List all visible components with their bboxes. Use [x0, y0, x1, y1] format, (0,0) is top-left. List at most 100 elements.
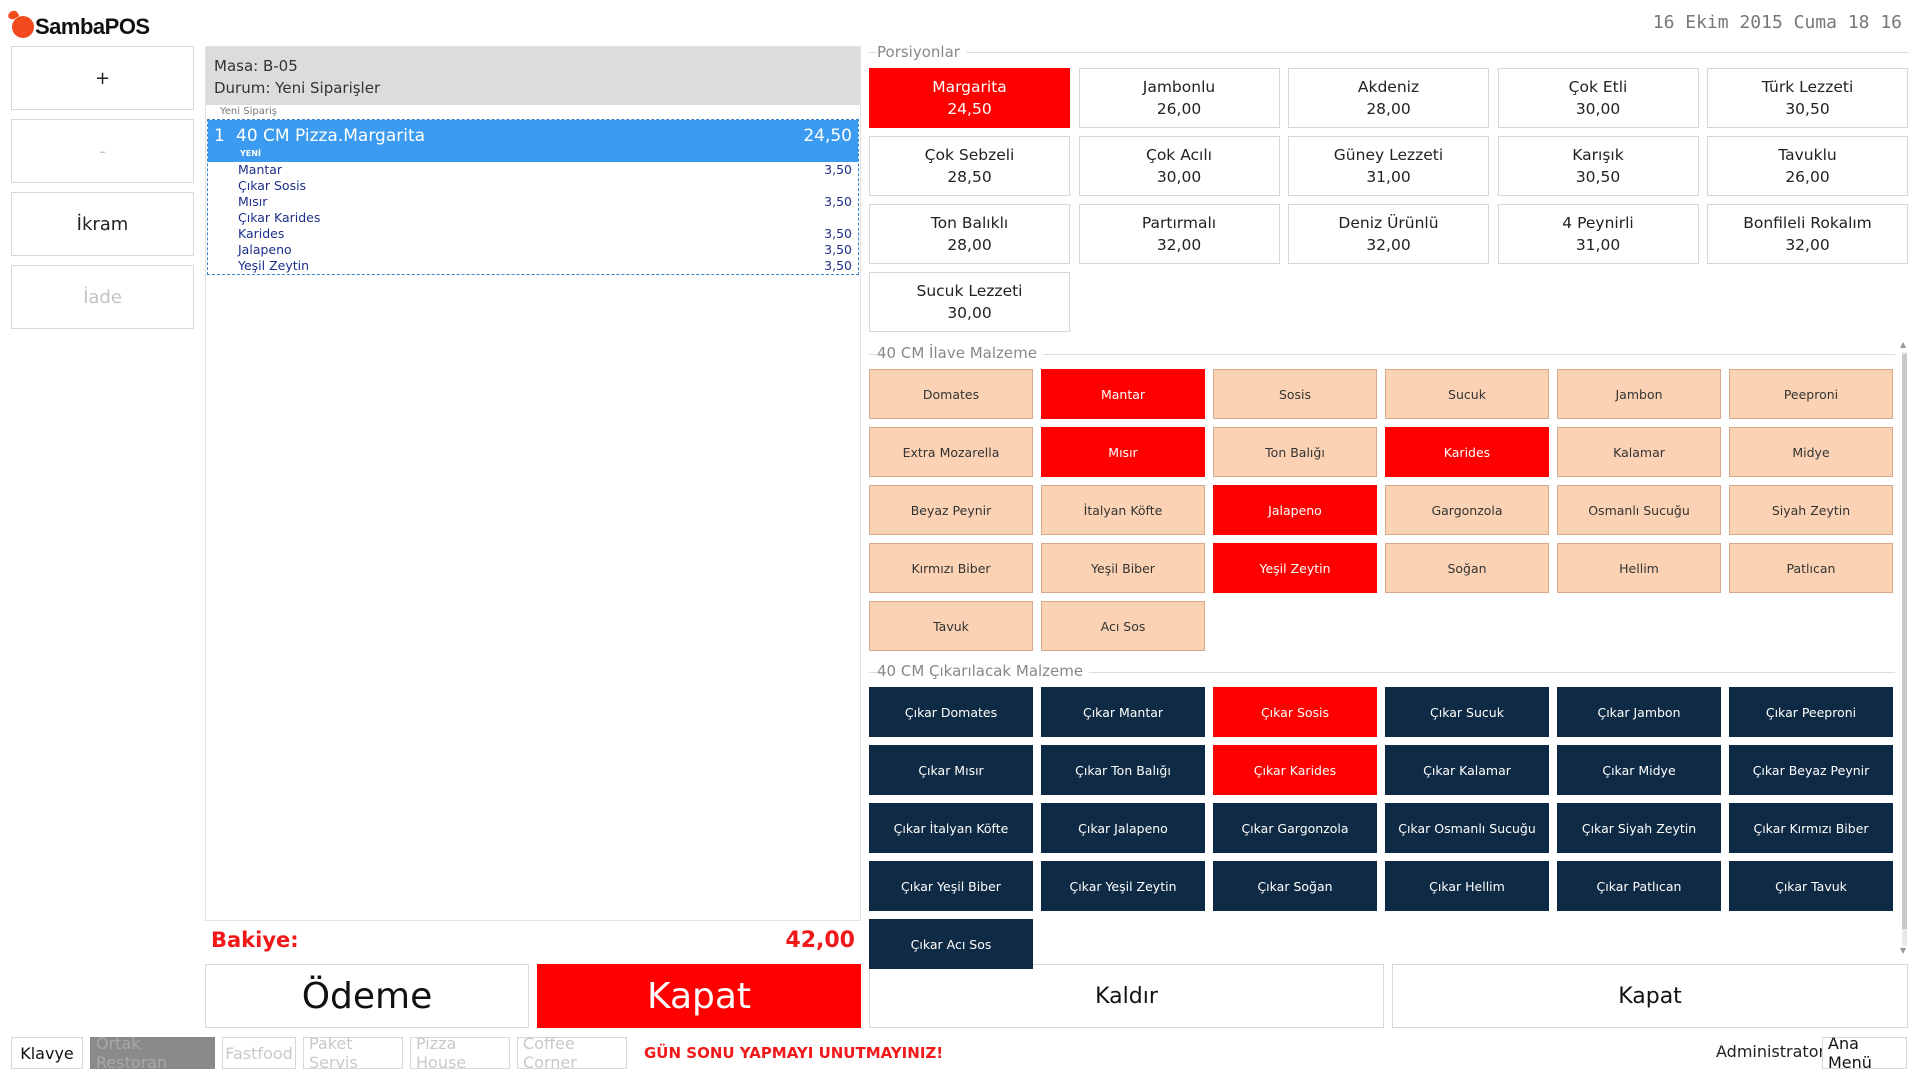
remove-cikar-yesil-biber-button[interactable]: Çıkar Yeşil Biber [869, 861, 1033, 911]
extra-hellim-button[interactable]: Hellim [1557, 543, 1721, 593]
extra-yesil-biber-button[interactable]: Yeşil Biber [1041, 543, 1205, 593]
portion-tavuklu-button[interactable]: Tavuklu 26,00 [1707, 136, 1908, 196]
department-coffee-corner-button[interactable]: Coffee Corner [517, 1034, 627, 1072]
kapat-ticket-button[interactable]: Kapat [537, 964, 861, 1028]
extra-domates-button[interactable]: Domates [869, 369, 1033, 419]
extra-gargonzola-button[interactable]: Gargonzola [1385, 485, 1549, 535]
portion-price: 31,00 [1575, 236, 1621, 254]
ikram-button[interactable]: İkram [11, 192, 194, 256]
remove-cikar-beyaz-peynir-button[interactable]: Çıkar Beyaz Peynir [1729, 745, 1893, 795]
portion-cok-acili-button[interactable]: Çok Acılı 30,00 [1078, 136, 1280, 196]
order-line[interactable]: 1 40 CM Pizza.Margarita 24,50 YENİ [208, 120, 858, 162]
remove-cikar-sucuk-button[interactable]: Çıkar Sucuk [1385, 687, 1549, 737]
extra-sogan-button[interactable]: Soğan [1385, 543, 1549, 593]
extra-jambon-button[interactable]: Jambon [1557, 369, 1721, 419]
portion-bonfileli-rokalim-button[interactable]: Bonfileli Rokalım 32,00 [1707, 204, 1908, 264]
portion-4-peynirli-button[interactable]: 4 Peynirli 31,00 [1497, 204, 1699, 264]
department-ortak-restoran-button[interactable]: Ortak Restoran [90, 1034, 215, 1072]
extra-italyan-kofte-button[interactable]: İtalyan Köfte [1041, 485, 1205, 535]
extra-mantar-button[interactable]: Mantar [1041, 369, 1205, 419]
extra-extra-mozarella-button[interactable]: Extra Mozarella [869, 427, 1033, 477]
extra-patlican-button[interactable]: Patlıcan [1729, 543, 1893, 593]
extra-peeproni-button[interactable]: Peeproni [1729, 369, 1893, 419]
kaldir-button[interactable]: Kaldır [869, 964, 1384, 1028]
remove-cikar-midye-button[interactable]: Çıkar Midye [1557, 745, 1721, 795]
remove-cikar-gargonzola-button[interactable]: Çıkar Gargonzola [1213, 803, 1377, 853]
portion-name: Çok Sebzeli [924, 146, 1015, 164]
portion-karisik-button[interactable]: Karışık 30,50 [1497, 136, 1699, 196]
portion-turk-lezzeti-button[interactable]: Türk Lezzeti 30,50 [1707, 68, 1908, 128]
extra-aci-sos-button[interactable]: Acı Sos [1041, 601, 1205, 651]
remove-cikar-patlican-button[interactable]: Çıkar Patlıcan [1557, 861, 1721, 911]
remove-cikar-osmanli-sucugu-button[interactable]: Çıkar Osmanlı Sucuğu [1385, 803, 1549, 853]
portion-jambonlu-button[interactable]: Jambonlu 26,00 [1078, 68, 1280, 128]
remove-cikar-kalamar-button[interactable]: Çıkar Kalamar [1385, 745, 1549, 795]
portion-akdeniz-button[interactable]: Akdeniz 28,00 [1288, 68, 1489, 128]
remove-cikar-sogan-button[interactable]: Çıkar Soğan [1213, 861, 1377, 911]
extra-jalapeno-button[interactable]: Jalapeno [1213, 485, 1377, 535]
portion-cok-etli-button[interactable]: Çok Etli 30,00 [1497, 68, 1699, 128]
kapat-button[interactable]: Kapat [1392, 964, 1908, 1028]
remove-cikar-italyan-kofte-button[interactable]: Çıkar İtalyan Köfte [869, 803, 1033, 853]
extra-kalamar-button[interactable]: Kalamar [1557, 427, 1721, 477]
extra-tavuk-button[interactable]: Tavuk [869, 601, 1033, 651]
extra-yesil-zeytin-button[interactable]: Yeşil Zeytin [1213, 543, 1377, 593]
topping-scrollbar[interactable]: ▲ ▼ [1898, 340, 1910, 958]
portion-price: 28,00 [947, 236, 992, 254]
remove-cikar-yesil-zeytin-button[interactable]: Çıkar Yeşil Zeytin [1041, 861, 1205, 911]
end-of-day-warning: GÜN SONU YAPMAYI UNUTMAYINIZ! [644, 1044, 944, 1062]
remove-cikar-kirmizi-biber-button[interactable]: Çıkar Kırmızı Biber [1729, 803, 1893, 853]
table-label: Masa: B-05 [214, 57, 298, 75]
portion-guney-lezzeti-button[interactable]: Güney Lezzeti 31,00 [1288, 136, 1489, 196]
extra-beyaz-peynir-button[interactable]: Beyaz Peynir [869, 485, 1033, 535]
department-paket-servis-button[interactable]: Paket Servis [303, 1034, 403, 1072]
portion-name: Margarita [932, 78, 1007, 96]
portion-ton-balikli-button[interactable]: Ton Balıklı 28,00 [869, 204, 1070, 264]
extra-sucuk-button[interactable]: Sucuk [1385, 369, 1549, 419]
portion-cok-sebzeli-button[interactable]: Çok Sebzeli 28,50 [869, 136, 1070, 196]
modifier-row: Mısır 3,50 [208, 194, 858, 210]
remove-cikar-karides-button[interactable]: Çıkar Karides [1213, 745, 1377, 795]
extra-osmanli-sucugu-button[interactable]: Osmanlı Sucuğu [1557, 485, 1721, 535]
remove-cikar-jambon-button[interactable]: Çıkar Jambon [1557, 687, 1721, 737]
order-product-name: 40 CM Pizza.Margarita [236, 126, 426, 146]
remove-cikar-mantar-button[interactable]: Çıkar Mantar [1041, 687, 1205, 737]
extra-sosis-button[interactable]: Sosis [1213, 369, 1377, 419]
extra-karides-button[interactable]: Karides [1385, 427, 1549, 477]
portion-sucuk-lezzeti-button[interactable]: Sucuk Lezzeti 30,00 [869, 272, 1070, 332]
portion-name: Sucuk Lezzeti [916, 282, 1023, 300]
remove-cikar-ton-baligi-button[interactable]: Çıkar Ton Balığı [1041, 745, 1205, 795]
portion-name: Ton Balıklı [930, 214, 1009, 232]
portion-price: 31,00 [1366, 168, 1411, 186]
remove-cikar-tavuk-button[interactable]: Çıkar Tavuk [1729, 861, 1893, 911]
portion-deniz-urunlu-button[interactable]: Deniz Ürünlü 32,00 [1288, 204, 1489, 264]
remove-cikar-sosis-button[interactable]: Çıkar Sosis [1213, 687, 1377, 737]
main-menu-button[interactable]: Ana Menü [1822, 1034, 1907, 1072]
order-modifiers: Mantar 3,50 Çıkar Sosis Mısır 3,50 Çıkar Kari… [208, 162, 858, 274]
scroll-up-arrow-icon[interactable]: ▲ [1900, 340, 1907, 349]
remove-cikar-misir-button[interactable]: Çıkar Mısır [869, 745, 1033, 795]
extra-ton-baligi-button[interactable]: Ton Balığı [1213, 427, 1377, 477]
extra-kirmizi-biber-button[interactable]: Kırmızı Biber [869, 543, 1033, 593]
iade-button[interactable]: İade [11, 265, 194, 329]
keyboard-button[interactable]: Klavye [11, 1037, 83, 1069]
remove-cikar-aci-sos-button[interactable]: Çıkar Acı Sos [869, 919, 1033, 969]
scroll-thumb[interactable] [1902, 354, 1907, 929]
decrease-quantity-button[interactable]: - [11, 119, 194, 183]
scroll-down-arrow-icon[interactable]: ▼ [1900, 946, 1907, 955]
odeme-button[interactable]: Ödeme [205, 964, 529, 1028]
department-pizza-house-button[interactable]: Pizza House [410, 1034, 510, 1072]
extra-siyah-zeytin-button[interactable]: Siyah Zeytin [1729, 485, 1893, 535]
remove-cikar-peeproni-button[interactable]: Çıkar Peeproni [1729, 687, 1893, 737]
portion-partirmali-button[interactable]: Partırmalı 32,00 [1078, 204, 1280, 264]
extra-midye-button[interactable]: Midye [1729, 427, 1893, 477]
department-fastfood-button[interactable]: Fastfood [222, 1037, 296, 1069]
order-item[interactable]: 1 40 CM Pizza.Margarita 24,50 YENİ Manta… [207, 119, 859, 275]
portion-margarita-button[interactable]: Margarita 24,50 [869, 68, 1070, 128]
remove-cikar-siyah-zeytin-button[interactable]: Çıkar Siyah Zeytin [1557, 803, 1721, 853]
increase-quantity-button[interactable]: + [11, 46, 194, 110]
extra-misir-button[interactable]: Mısır [1041, 427, 1205, 477]
remove-cikar-hellim-button[interactable]: Çıkar Hellim [1385, 861, 1549, 911]
remove-cikar-jalapeno-button[interactable]: Çıkar Jalapeno [1041, 803, 1205, 853]
remove-cikar-domates-button[interactable]: Çıkar Domates [869, 687, 1033, 737]
